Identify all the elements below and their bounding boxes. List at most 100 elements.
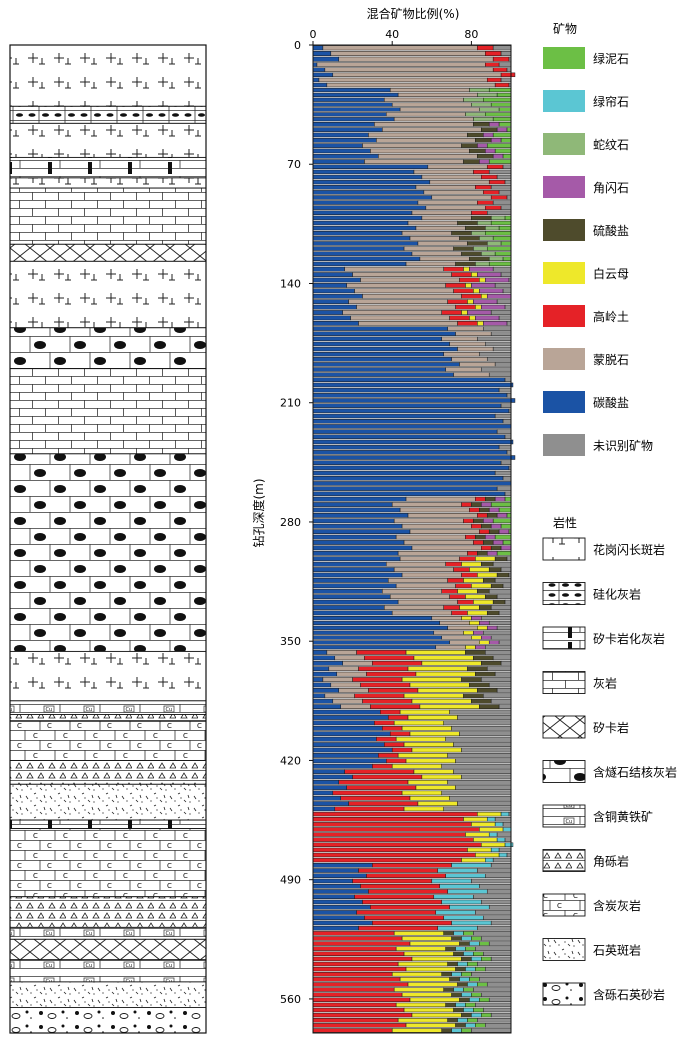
bar-segment-gaoling — [451, 272, 472, 277]
bar-segment-liusuan — [486, 610, 500, 616]
bar-segment-lvlian — [457, 961, 468, 967]
bar-segment-weizhi — [500, 403, 512, 408]
bar-segment-liusuan — [465, 650, 486, 655]
bar-segment-tansuan — [312, 502, 393, 507]
bar-segment-mengtuo — [362, 143, 462, 148]
bar-segment-mengtuo — [391, 102, 472, 107]
bar-segment-lvlian — [451, 972, 462, 977]
bar-segment-baiyun — [465, 594, 486, 600]
bar-segment-baiyun — [399, 977, 450, 982]
bar-segment-tansuan — [312, 873, 367, 879]
bar-segment-liusuan — [469, 256, 490, 261]
bar-segment-tansuan — [312, 616, 433, 621]
bar-segment-tansuan — [312, 153, 379, 159]
bar-segment-gaoling — [312, 827, 480, 832]
bar-segment-baiyun — [481, 293, 488, 299]
bar-segment-weizhi — [473, 931, 512, 936]
bar-segment-weizhi — [461, 774, 512, 780]
bar-segment-baiyun — [467, 847, 492, 853]
bar-segment-lvni — [475, 966, 486, 972]
bar-segment-liusuan — [488, 567, 502, 572]
bar-segment-tansuan — [312, 599, 399, 605]
bar-segment-mengtuo — [358, 320, 458, 326]
legend-label-liusuan: 硫酸盐 — [593, 223, 629, 238]
bar-segment-mengtuo — [389, 594, 450, 600]
litho-legend-label-conglom: 含砾石英砂岩 — [593, 987, 665, 1002]
bar-segment-liusuan — [457, 982, 468, 987]
bar-segment-liusuan — [471, 698, 492, 704]
bar-segment-tansuan — [312, 137, 377, 143]
bar-segment-lvni — [461, 1028, 472, 1033]
bar-segment-gaoling — [485, 51, 502, 57]
bar-segment-weizhi — [477, 961, 512, 967]
bar-segment-mengtuo — [382, 588, 442, 594]
litho-layer-nodule — [9, 453, 207, 652]
litho-legend-label-cu: 含铜黄铁矿 — [593, 809, 653, 824]
bar-segment-jiaoshan — [490, 523, 502, 529]
litho-layer-carb — [9, 720, 207, 761]
bar-segment-weizhi — [441, 763, 512, 769]
bar-segment-lvni — [479, 997, 490, 1002]
bar-segment-tansuan — [312, 418, 504, 424]
bar-segment-tansuan — [312, 630, 435, 635]
bar-segment-weizhi — [488, 997, 512, 1002]
y-tick-label: 70 — [287, 158, 301, 171]
bar-segment-lvni — [502, 256, 512, 261]
bar-segment-lvlian — [471, 1012, 482, 1018]
bar-segment-weizhi — [498, 62, 512, 67]
bar-segment-lvlian — [463, 1007, 474, 1013]
bar-segment-tansuan — [312, 225, 417, 231]
bar-segment-tansuan — [312, 550, 399, 556]
bar-segment-baiyun — [411, 1012, 462, 1018]
bar-segment-tansuan — [312, 801, 349, 806]
litho-legend-swatch-skarnized — [542, 626, 586, 650]
bar-segment-liusuan — [445, 1002, 456, 1008]
bar-segment-tansuan — [312, 605, 385, 610]
bar-segment-weizhi — [490, 920, 512, 926]
litho-legend-swatch-granite — [542, 537, 586, 561]
bar-segment-lvlian — [453, 987, 464, 992]
bar-segment-baiyun — [461, 310, 468, 315]
bar-segment-weizhi — [483, 915, 512, 920]
bar-segment-tansuan — [312, 434, 506, 440]
bar-segment-gaoling — [312, 997, 411, 1002]
bar-segment-jiaoshan — [496, 513, 508, 518]
legend-swatch-lvni — [543, 47, 585, 69]
bar-segment-gaoling — [443, 266, 464, 272]
bar-segment-mengtuo — [395, 534, 466, 540]
bar-segment-gaoling — [475, 496, 486, 502]
bar-segment-weizhi — [506, 393, 512, 398]
bar-segment-liusuan — [477, 588, 490, 594]
y-tick-label: 210 — [280, 397, 301, 410]
bar-segment-mengtuo — [415, 185, 476, 190]
bar-segment-tansuan — [312, 148, 371, 154]
bar-segment-mengtuo — [399, 507, 470, 513]
bar-segment-mengtuo — [447, 625, 478, 630]
bar-segment-gaoling — [312, 972, 393, 977]
bar-segment-lvlian — [433, 894, 474, 899]
bar-segment-gaoling — [453, 567, 470, 572]
bar-segment-baiyun — [403, 951, 454, 956]
bar-segment-weizhi — [498, 315, 512, 321]
bar-segment-baiyun — [475, 852, 500, 858]
bar-segment-weizhi — [449, 795, 512, 801]
bar-segment-lvni — [467, 1018, 478, 1023]
bar-segment-tansuan — [312, 236, 411, 241]
legend-swatch-lvlian — [543, 90, 585, 112]
bar-segment-gaoling — [481, 545, 492, 551]
bar-segment-mengtuo — [403, 246, 454, 251]
stacked-bars — [312, 45, 516, 1033]
bar-segment-gaoling — [312, 847, 468, 853]
bar-segment-tansuan — [312, 725, 383, 731]
bar-segment-tansuan — [312, 863, 373, 868]
bar-segment-gaoling — [455, 583, 472, 589]
bar-segment-mengtuo — [459, 362, 496, 367]
bar-segment-gaoling — [453, 288, 474, 294]
litho-legend-label-granite: 花岗闪长斑岩 — [593, 542, 665, 557]
bar-segment-jiaoshan — [488, 507, 500, 513]
bar-segment-gaoling — [312, 832, 466, 837]
bar-segment-gaoling — [312, 1028, 393, 1033]
bar-segment-mengtuo — [352, 272, 452, 277]
bar-segment-weizhi — [485, 650, 512, 655]
bar-segment-mengtuo — [378, 153, 478, 159]
